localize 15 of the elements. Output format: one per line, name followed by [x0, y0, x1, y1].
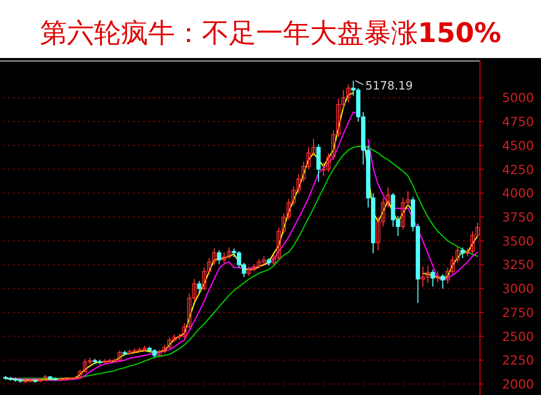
y-tick-label: 3250 [502, 257, 534, 272]
y-tick-label: 2000 [502, 376, 534, 392]
y-tick-label: 3500 [502, 233, 534, 248]
y-tick-label: 4500 [502, 138, 534, 153]
y-tick-label: 4000 [502, 186, 534, 201]
y-tick-label: 3000 [502, 281, 534, 296]
y-tick-label: 5000 [502, 90, 534, 106]
y-tick-label: 2750 [502, 304, 534, 320]
y-tick-label: 2500 [502, 328, 534, 344]
y-tick-label: 4250 [502, 162, 534, 177]
y-tick-label: 4750 [502, 114, 534, 130]
y-tick-label: 3750 [502, 210, 534, 224]
y-tick-label: 2250 [502, 352, 534, 368]
annotation: 5178.19 [365, 78, 413, 93]
title: 第六轮疯牛：不足一年大盘暴涨150% [40, 18, 502, 49]
